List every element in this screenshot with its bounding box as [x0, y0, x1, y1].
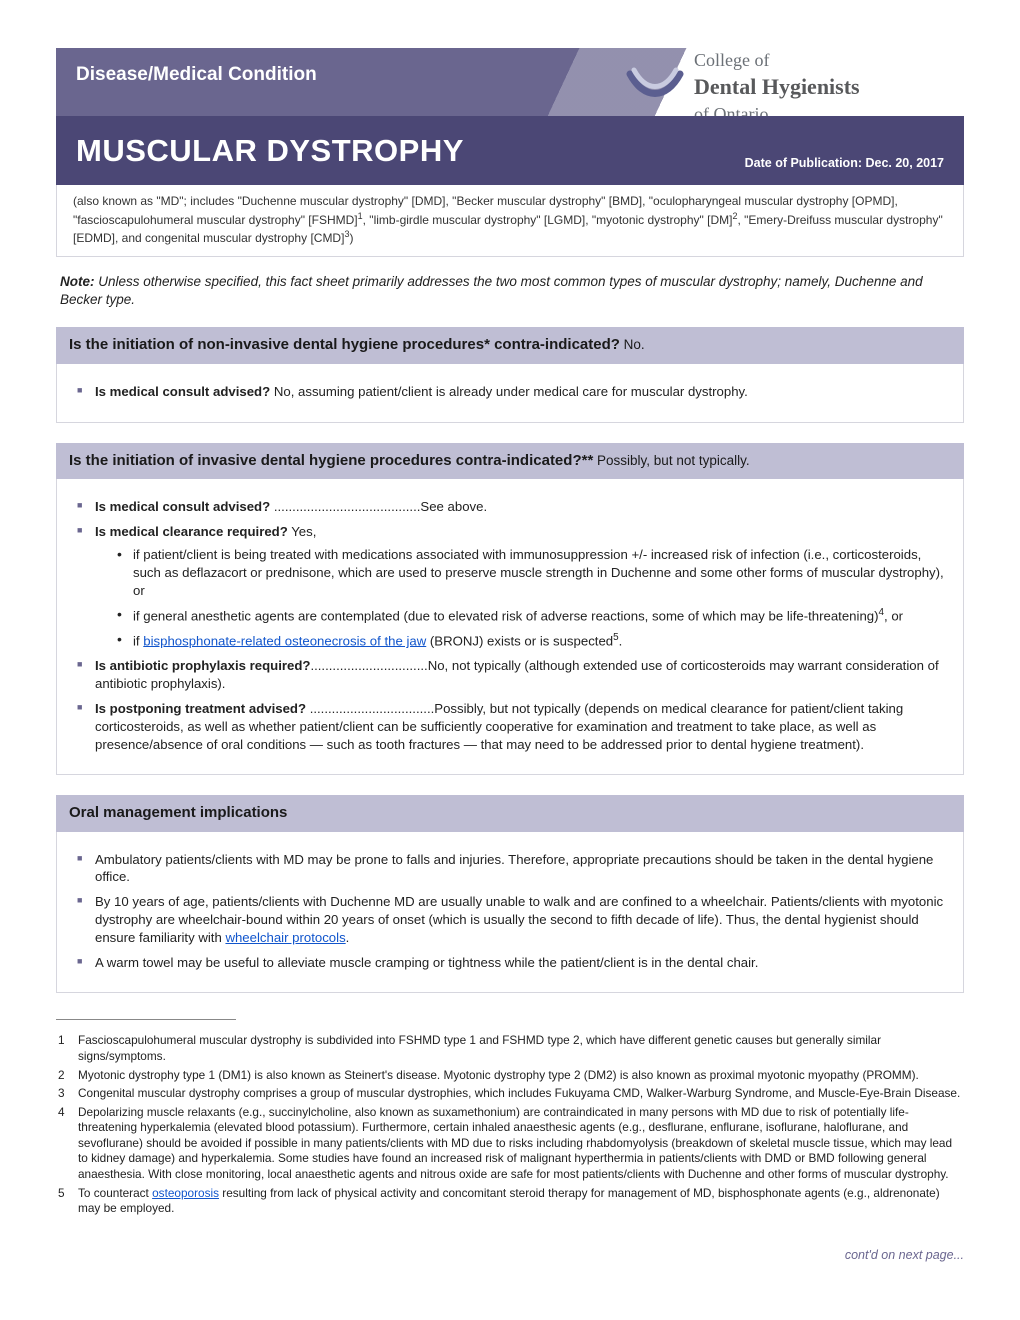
- question-label: Is medical consult advised?: [95, 384, 270, 399]
- logo-swoosh-icon: [624, 56, 686, 110]
- logo-line-1: College of: [694, 48, 892, 72]
- sub-list-item: if general anesthetic agents are contemp…: [117, 606, 945, 625]
- list-item: Ambulatory patients/clients with MD may …: [75, 851, 945, 887]
- sub-text: if: [133, 633, 143, 648]
- item-text: By 10 years of age, patients/clients wit…: [95, 894, 943, 945]
- list-item: Is medical consult advised? ............…: [75, 498, 945, 516]
- logo-line-2: Dental Hygienists: [694, 72, 892, 102]
- section-heading-oral: Oral management implications: [56, 795, 964, 831]
- footnote-item: Congenital muscular dystrophy comprises …: [56, 1086, 964, 1102]
- section-heading-noninvasive: Is the initiation of non-invasive dental…: [56, 327, 964, 363]
- continued-indicator: cont'd on next page...: [56, 1247, 964, 1264]
- footnote-rule: [56, 1019, 236, 1030]
- question-answer: Yes,: [288, 524, 317, 539]
- section-heading-answer: Possibly, but not typically.: [593, 453, 749, 468]
- item-text-tail: .: [346, 930, 350, 945]
- section-body-noninvasive: Is medical consult advised? No, assuming…: [56, 364, 964, 423]
- question-label: Is antibiotic prophylaxis required?: [95, 658, 310, 673]
- aliases-text-4: ): [349, 231, 353, 245]
- section-heading-text: Is the initiation of invasive dental hyg…: [69, 452, 593, 469]
- section-heading-invasive: Is the initiation of invasive dental hyg…: [56, 443, 964, 479]
- header-title-bar: MUSCULAR DYSTROPHY Date of Publication: …: [56, 116, 964, 186]
- item-text: Ambulatory patients/clients with MD may …: [95, 852, 933, 885]
- list-item: Is postponing treatment advised? .......…: [75, 700, 945, 753]
- list-item: Is medical consult advised? No, assuming…: [75, 383, 945, 401]
- section-body-oral: Ambulatory patients/clients with MD may …: [56, 832, 964, 994]
- footnote-item: Myotonic dystrophy type 1 (DM1) is also …: [56, 1068, 964, 1084]
- footnote-text: Myotonic dystrophy type 1 (DM1) is also …: [78, 1068, 919, 1082]
- footnote-text: Fascioscapulohumeral muscular dystrophy …: [78, 1033, 881, 1063]
- dots: ................................: [310, 658, 427, 673]
- list-item: Is medical clearance required? Yes, if p…: [75, 523, 945, 651]
- sub-text-tail: , or: [884, 608, 903, 623]
- footnote-item: To counteract osteoporosis resulting fro…: [56, 1186, 964, 1217]
- question-answer: See above.: [420, 499, 487, 514]
- sub-list-item: if patient/client is being treated with …: [117, 546, 945, 599]
- aliases-box: (also known as "MD"; includes "Duchenne …: [56, 185, 964, 257]
- list-item: By 10 years of age, patients/clients wit…: [75, 893, 945, 946]
- sub-text: if patient/client is being treated with …: [133, 547, 944, 598]
- footnote-item: Fascioscapulohumeral muscular dystrophy …: [56, 1033, 964, 1064]
- publication-date: Date of Publication: Dec. 20, 2017: [745, 155, 944, 172]
- wheelchair-protocols-link[interactable]: wheelchair protocols: [225, 930, 345, 945]
- sub-text-tail: (BRONJ) exists or is suspected: [426, 633, 613, 648]
- sub-list-item: if bisphosphonate-related osteonecrosis …: [117, 631, 945, 650]
- section-heading-text: Is the initiation of non-invasive dental…: [69, 336, 620, 353]
- footnote-text-lead: To counteract: [78, 1186, 152, 1200]
- footnotes-block: Fascioscapulohumeral muscular dystrophy …: [56, 1033, 964, 1216]
- aliases-text-2: , "limb-girdle muscular dystrophy" [LGMD…: [363, 213, 733, 227]
- question-label: Is medical clearance required?: [95, 524, 288, 539]
- item-text: A warm towel may be useful to alleviate …: [95, 955, 758, 970]
- footnote-text: Congenital muscular dystrophy comprises …: [78, 1086, 960, 1100]
- bronj-link[interactable]: bisphosphonate-related osteonecrosis of …: [143, 633, 426, 648]
- list-item: Is antibiotic prophylaxis required?.....…: [75, 657, 945, 693]
- document-header: Disease/Medical Condition College of Den…: [56, 48, 964, 257]
- list-item: A warm towel may be useful to alleviate …: [75, 954, 945, 972]
- sub-text-end: .: [619, 633, 623, 648]
- note-label: Note:: [60, 274, 95, 289]
- section-heading-text: Oral management implications: [69, 804, 287, 821]
- footnote-text: Depolarizing muscle relaxants (e.g., suc…: [78, 1105, 952, 1181]
- question-label: Is medical consult advised?: [95, 499, 270, 514]
- question-label: Is postponing treatment advised?: [95, 701, 306, 716]
- section-heading-answer: No.: [620, 337, 645, 352]
- sub-text: if general anesthetic agents are contemp…: [133, 608, 879, 623]
- question-answer: No, assuming patient/client is already u…: [270, 384, 748, 399]
- footnote-item: Depolarizing muscle relaxants (e.g., suc…: [56, 1105, 964, 1183]
- section-body-invasive: Is medical consult advised? ............…: [56, 479, 964, 776]
- eyebrow-text: Disease/Medical Condition: [76, 64, 317, 85]
- dots: ........................................: [270, 499, 420, 514]
- dots: ..................................: [306, 701, 434, 716]
- note-paragraph: Note: Unless otherwise specified, this f…: [60, 273, 960, 309]
- document-title: MUSCULAR DYSTROPHY: [76, 130, 464, 172]
- note-text: Unless otherwise specified, this fact sh…: [60, 274, 923, 307]
- osteoporosis-link[interactable]: osteoporosis: [152, 1186, 219, 1200]
